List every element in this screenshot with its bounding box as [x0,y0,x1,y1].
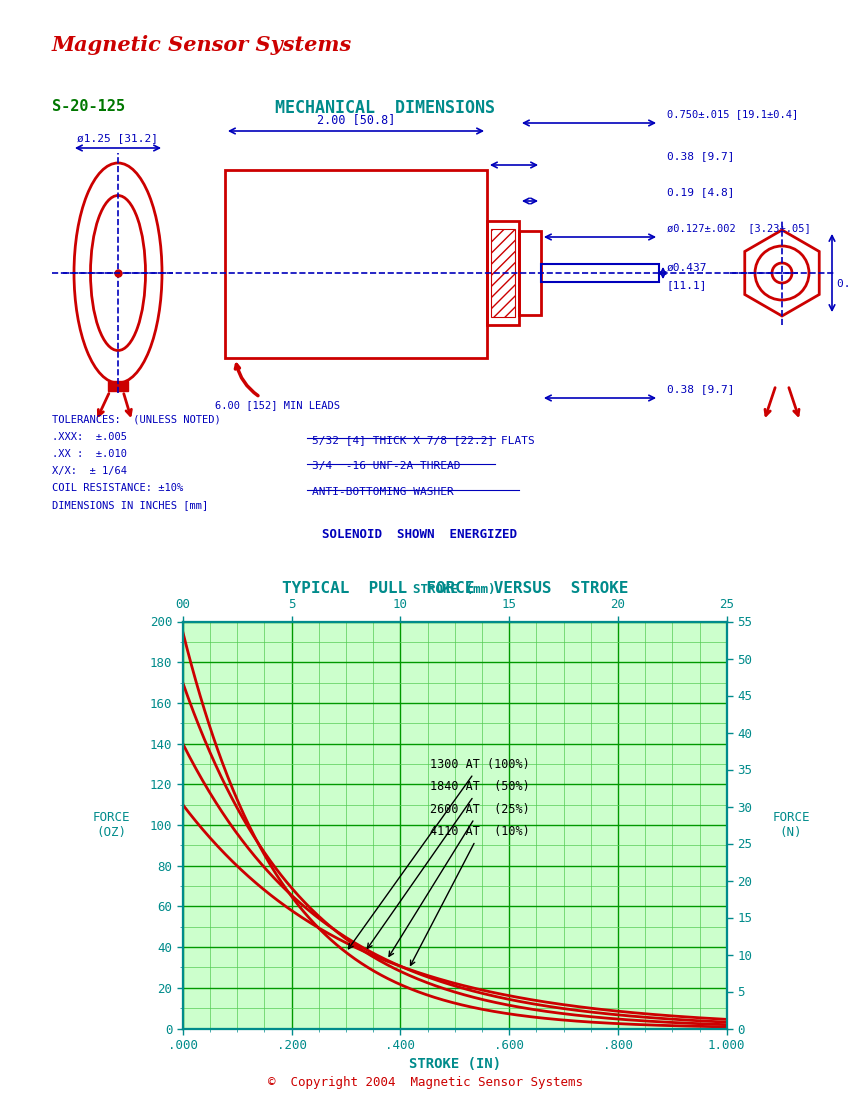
Text: COIL RESISTANCE: ±10%: COIL RESISTANCE: ±10% [52,483,184,493]
Text: Magnetic Sensor Systems: Magnetic Sensor Systems [52,35,352,55]
Text: 5/32 [4] THICK X 7/8 [22.2] FLATS: 5/32 [4] THICK X 7/8 [22.2] FLATS [312,434,535,446]
X-axis label: STROKE (mm): STROKE (mm) [413,583,496,595]
Text: 1300 AT (100%): 1300 AT (100%) [348,758,530,949]
Bar [519,231,541,315]
Text: SOLENOID  SHOWN  ENERGIZED: SOLENOID SHOWN ENERGIZED [322,528,518,541]
Text: 2.00 [50.8]: 2.00 [50.8] [317,113,395,127]
Text: 4110 AT  (10%): 4110 AT (10%) [411,825,530,966]
Bar [541,264,659,282]
Y-axis label: FORCE
(OZ): FORCE (OZ) [92,811,130,839]
Y-axis label: FORCE
(N): FORCE (N) [773,811,810,839]
Text: X/X:  ± 1/64: X/X: ± 1/64 [52,466,127,476]
Text: 0.38 [9.7]: 0.38 [9.7] [667,151,734,161]
X-axis label: STROKE (IN): STROKE (IN) [409,1057,501,1071]
Text: ø0.127±.002  [3.23±.05]: ø0.127±.002 [3.23±.05] [667,223,811,233]
Bar [491,229,515,317]
Text: ø1.25 [31.2]: ø1.25 [31.2] [77,133,158,143]
Text: .XX :  ±.010: .XX : ±.010 [52,449,127,459]
Text: ø0.437: ø0.437 [667,263,707,273]
Text: TOLERANCES:  (UNLESS NOTED): TOLERANCES: (UNLESS NOTED) [52,415,221,425]
Text: 6.00 [152] MIN LEADS: 6.00 [152] MIN LEADS [215,364,340,410]
Text: 0.19 [4.8]: 0.19 [4.8] [667,187,734,197]
Bar [108,381,128,390]
Text: 1840 AT  (50%): 1840 AT (50%) [367,780,530,948]
Text: 2600 AT  (25%): 2600 AT (25%) [389,803,530,956]
Text: ANTI-BOTTOMING WASHER: ANTI-BOTTOMING WASHER [312,487,454,497]
Text: 3/4  -16 UNF-2A THREAD: 3/4 -16 UNF-2A THREAD [312,461,461,471]
Text: ©  Copyright 2004  Magnetic Sensor Systems: © Copyright 2004 Magnetic Sensor Systems [268,1076,582,1089]
Text: MECHANICAL  DIMENSIONS: MECHANICAL DIMENSIONS [275,99,495,117]
Text: 0.38 [9.7]: 0.38 [9.7] [667,384,734,394]
Text: TYPICAL  PULL  FORCE  VERSUS  STROKE: TYPICAL PULL FORCE VERSUS STROKE [281,581,628,596]
Text: 0.125 [3.2]: 0.125 [3.2] [837,278,850,288]
Text: .XXX:  ±.005: .XXX: ±.005 [52,432,127,442]
Text: DIMENSIONS IN INCHES [mm]: DIMENSIONS IN INCHES [mm] [52,500,208,510]
Bar [487,221,519,324]
Bar [225,170,487,358]
Text: 0.750±.015 [19.1±0.4]: 0.750±.015 [19.1±0.4] [667,109,798,119]
Text: [11.1]: [11.1] [667,280,707,290]
Text: S-20-125: S-20-125 [52,99,125,114]
